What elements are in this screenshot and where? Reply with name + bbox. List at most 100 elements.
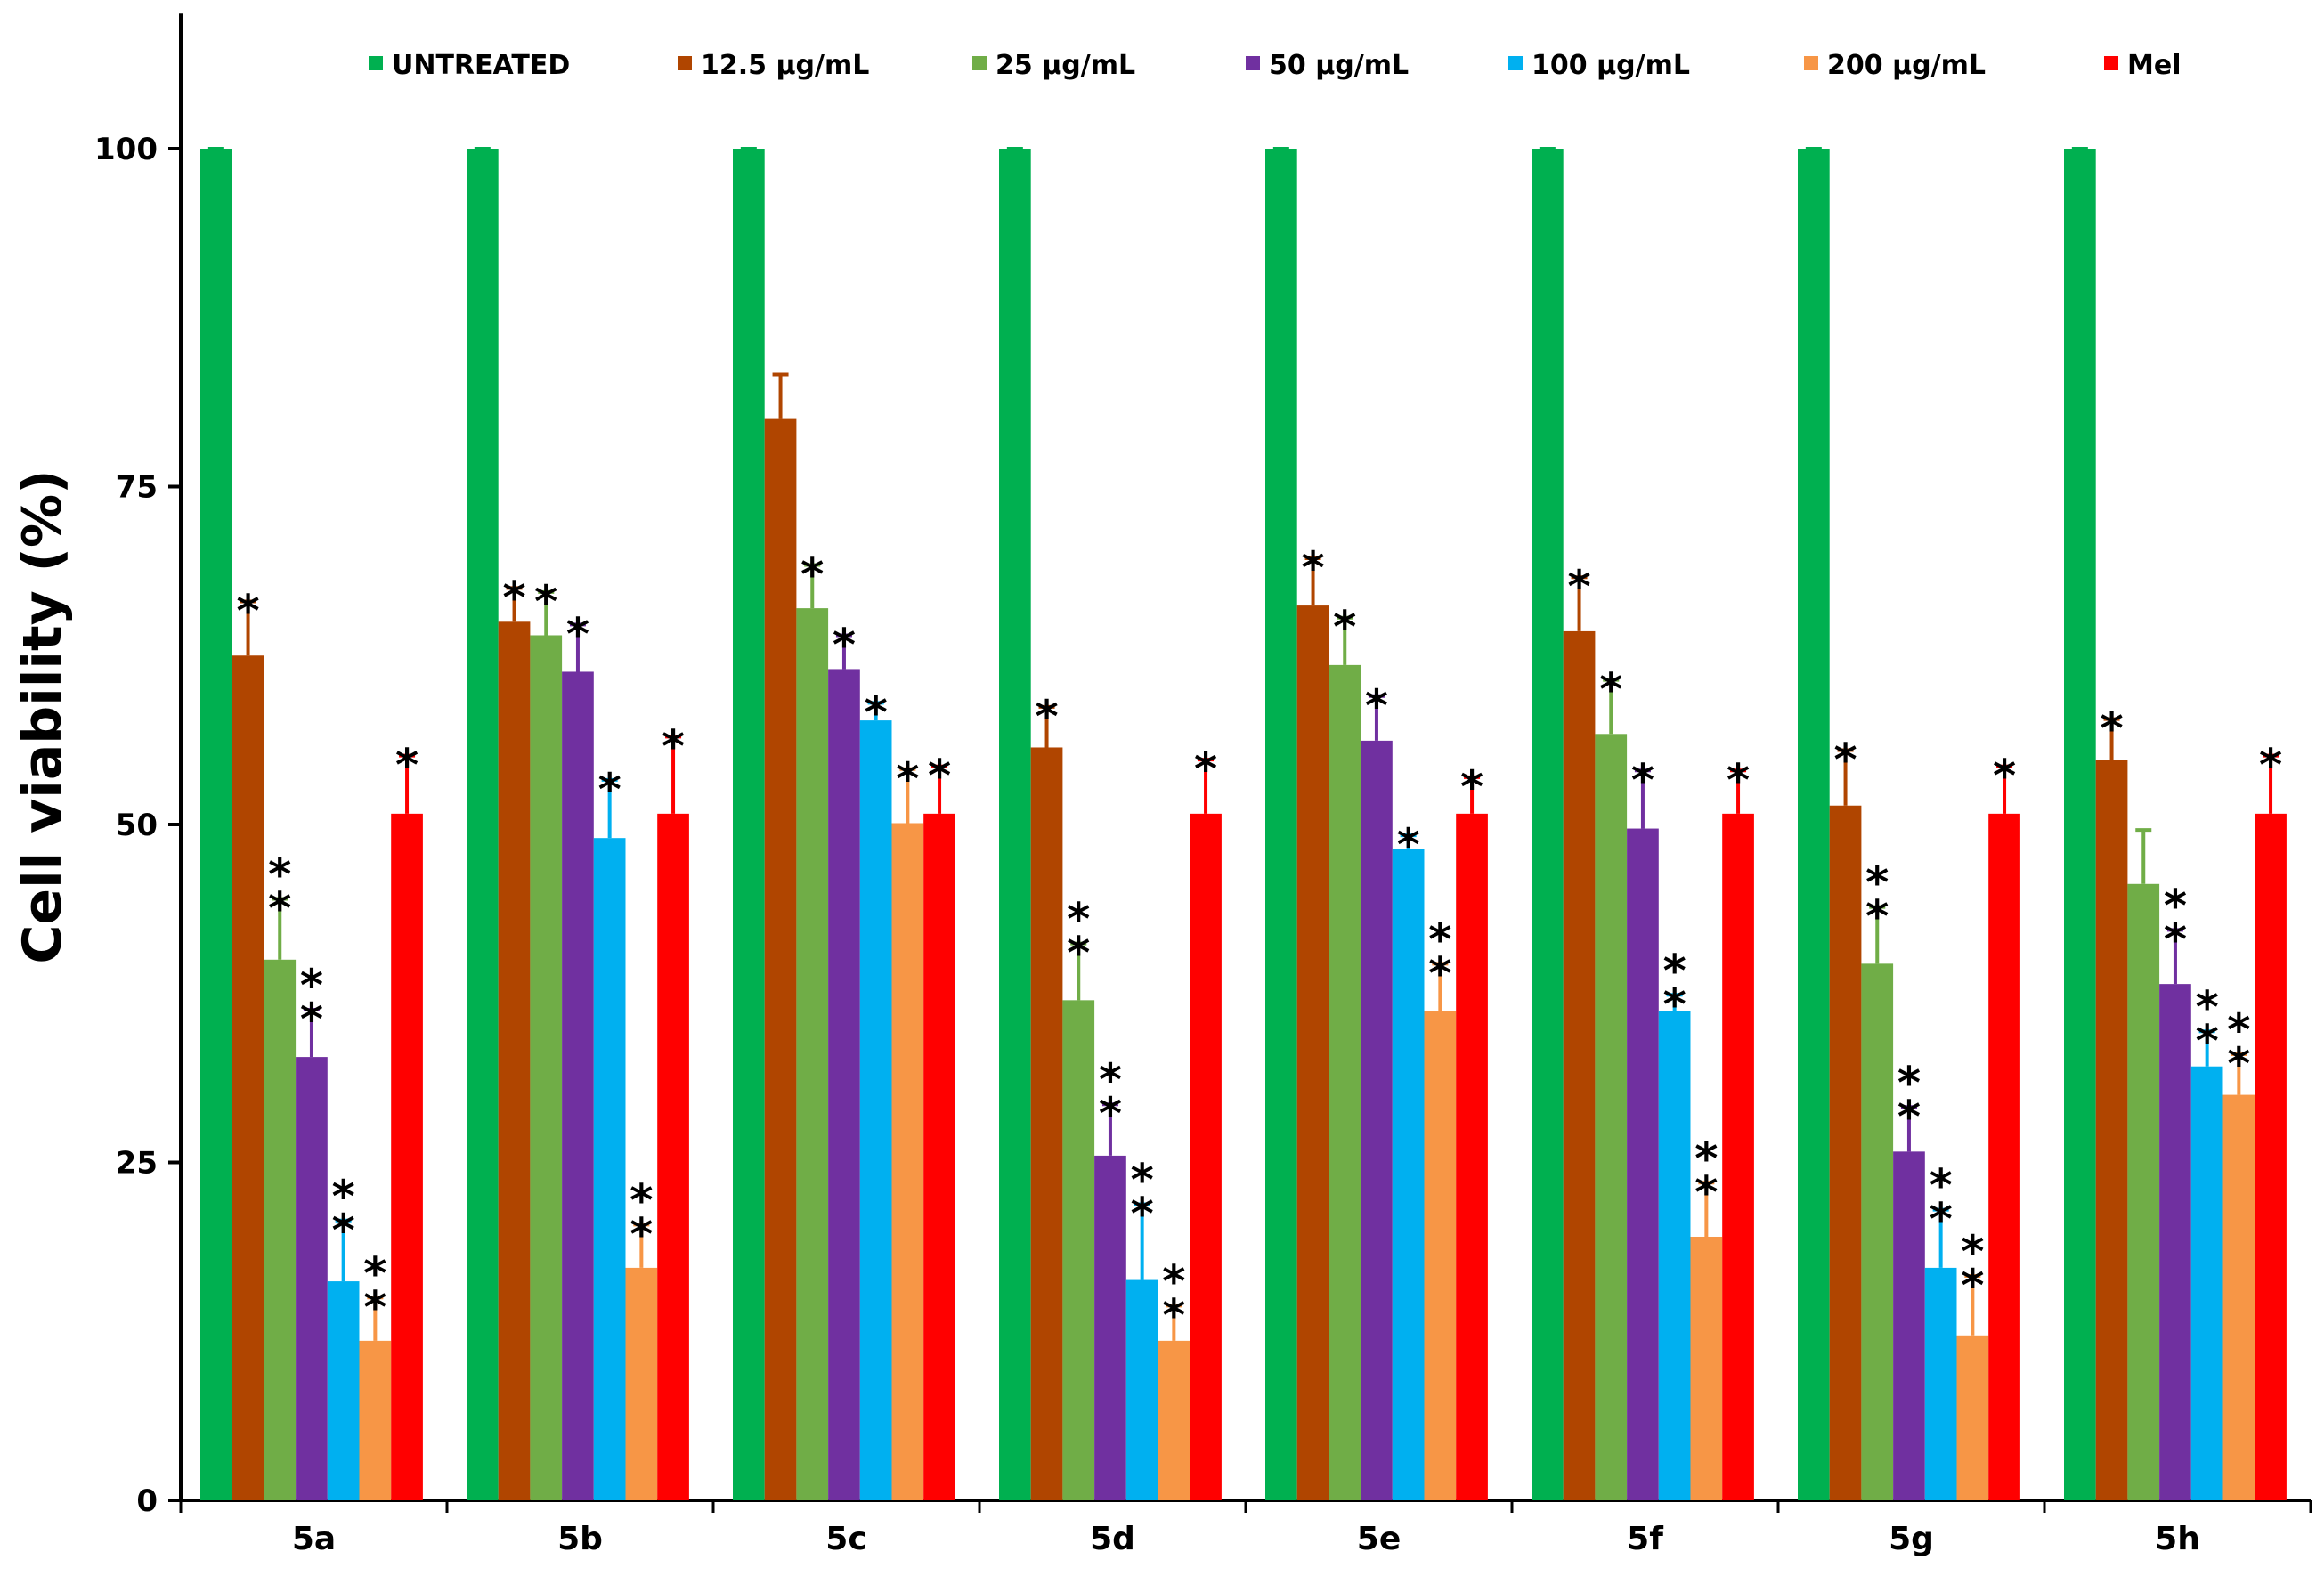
significance-star: * xyxy=(1162,1255,1185,1307)
significance-star: * xyxy=(1897,1057,1921,1109)
bar xyxy=(796,608,829,1500)
bar xyxy=(1861,963,1894,1500)
x-tick-label: 5g xyxy=(1889,1521,1934,1557)
significance-star: * xyxy=(1099,1088,1122,1140)
bar xyxy=(2127,883,2160,1500)
bar xyxy=(359,1340,392,1500)
significance-star: * xyxy=(363,1281,386,1333)
significance-star: * xyxy=(300,960,323,1011)
significance-star: * xyxy=(1727,754,1750,806)
significance-star: * xyxy=(1397,819,1420,871)
error-bars xyxy=(207,147,2279,1341)
bar xyxy=(1265,149,1297,1500)
bar xyxy=(1722,813,1754,1500)
bar xyxy=(625,1267,658,1500)
bar xyxy=(1893,1151,1925,1500)
x-tick-label: 5a xyxy=(292,1521,336,1557)
significance-star: * xyxy=(236,586,259,638)
legend-label: 25 μg/mL xyxy=(995,50,1135,81)
legend-label: 50 μg/mL xyxy=(1269,50,1409,81)
significance-star: * xyxy=(1099,1054,1122,1106)
significance-star: * xyxy=(1428,914,1451,965)
bar xyxy=(2064,149,2096,1500)
legend-swatch xyxy=(369,56,383,70)
significance-star: * xyxy=(1961,1226,1984,1278)
bar xyxy=(657,813,689,1500)
significance-star: * xyxy=(1599,664,1622,716)
significance-star: * xyxy=(800,549,824,601)
significance-star: * xyxy=(1694,1133,1718,1184)
x-tick-label: 5h xyxy=(2155,1521,2200,1557)
x-tick-label: 5f xyxy=(1627,1521,1663,1557)
significance-star: * xyxy=(268,882,291,934)
significance-star: * xyxy=(1567,561,1590,613)
significance-star: * xyxy=(2164,914,2187,965)
bar xyxy=(1158,1340,1190,1500)
legend-swatch xyxy=(678,56,692,70)
bar xyxy=(764,418,797,1501)
significance-star: * xyxy=(1993,751,2016,802)
significance-star: * xyxy=(1333,602,1356,654)
bar xyxy=(1690,1236,1723,1500)
bar xyxy=(2159,984,2191,1500)
bar xyxy=(391,813,423,1500)
y-axis-label: Cell viability (%) xyxy=(12,469,74,963)
y-tick-label: 100 xyxy=(94,132,158,167)
x-axis: 5a 5b 5c 5d 5e 5f 5g 5h xyxy=(179,1499,2312,1557)
x-tick-label: 5b xyxy=(557,1521,603,1557)
significance-star: * xyxy=(502,572,525,623)
significance-star: * xyxy=(928,751,951,802)
significance-star: * xyxy=(662,720,685,772)
significance-star: * xyxy=(1897,1091,1921,1142)
significance-star: * xyxy=(1035,691,1058,743)
significance-star: * xyxy=(1663,945,1686,996)
significance-star: * xyxy=(1663,979,1686,1030)
bar xyxy=(999,149,1031,1500)
significance-star: * xyxy=(630,1208,653,1260)
bar xyxy=(562,671,594,1500)
significance-star: * xyxy=(395,740,418,792)
significance-star: * xyxy=(1631,754,1654,806)
significance-star: * xyxy=(332,1171,355,1223)
bar xyxy=(733,149,765,1500)
significance-star: * xyxy=(534,576,557,628)
significance-star: * xyxy=(1162,1289,1185,1341)
significance-star: * xyxy=(1131,1189,1154,1240)
bar xyxy=(1296,605,1329,1500)
legend-label: 100 μg/mL xyxy=(1532,50,1690,81)
legend: UNTREATED 12.5 μg/mL 25 μg/mL 50 μg/mL 100 μ… xyxy=(369,50,2181,81)
bar xyxy=(1392,849,1425,1500)
bar xyxy=(923,813,955,1500)
significance-star: * xyxy=(630,1174,653,1226)
bar xyxy=(1595,734,1628,1500)
bar xyxy=(1956,1335,1989,1500)
significance-star: * xyxy=(1930,1194,1953,1246)
bar xyxy=(859,720,892,1500)
significance-star: * xyxy=(1833,735,1857,786)
bar xyxy=(1424,1011,1457,1500)
significance-star: * xyxy=(300,994,323,1045)
bar xyxy=(200,149,232,1500)
significance-star: * xyxy=(1961,1260,1984,1312)
significance-star: * xyxy=(566,608,589,660)
legend-label: 200 μg/mL xyxy=(1827,50,1986,81)
significance-star: * xyxy=(833,619,856,670)
bars xyxy=(200,149,2287,1501)
significance-star: * xyxy=(268,849,291,900)
bar xyxy=(1924,1267,1957,1500)
legend-swatch xyxy=(972,56,987,70)
y-tick-label: 25 xyxy=(116,1146,158,1182)
bar xyxy=(264,959,297,1500)
legend-swatch xyxy=(1804,56,1818,70)
bar xyxy=(1532,149,1564,1500)
y-tick-label: 50 xyxy=(116,808,158,843)
significance-star: * xyxy=(1067,928,1090,979)
significance-star: * xyxy=(865,686,888,738)
bar xyxy=(1030,747,1063,1500)
bar xyxy=(1125,1279,1158,1500)
bar xyxy=(1456,813,1488,1500)
significance-marks: *********** ********** *******************… xyxy=(236,542,2282,1341)
significance-star: * xyxy=(2227,1038,2250,1090)
legend-swatch xyxy=(2104,56,2118,70)
bar xyxy=(498,621,531,1500)
